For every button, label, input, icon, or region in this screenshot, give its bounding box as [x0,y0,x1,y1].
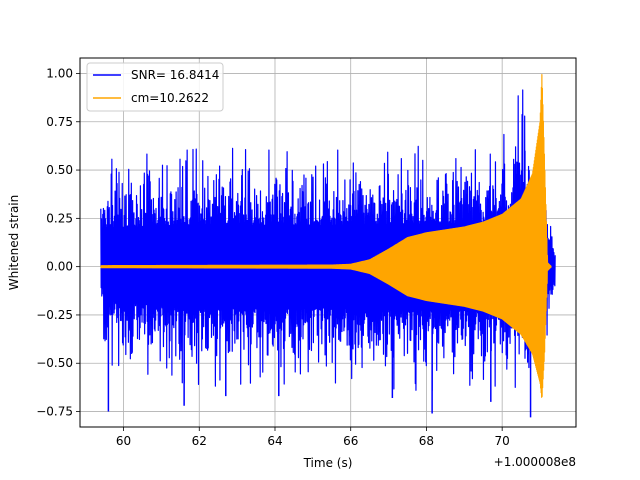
x-tick-label: 70 [495,434,510,448]
x-tick-label: 64 [267,434,282,448]
x-tick-label: 68 [419,434,434,448]
plot-frame [79,57,577,428]
y-axis-ticks: −0.75 −0.50 −0.25 0.00 0.25 0.50 0.75 1.00 [36,66,80,419]
x-tick-label: 62 [192,434,207,448]
y-tick-label: −0.75 [36,405,73,419]
series-cm-template [100,74,552,398]
y-axis-label: Whitened strain [7,195,21,291]
y-tick-label: 0.25 [46,211,73,225]
x-axis-ticks: 60 62 64 66 68 70 [116,427,510,448]
y-tick-label: 1.00 [46,66,73,80]
y-tick-label: 0.75 [46,115,73,129]
legend-label-snr: SNR= 16.8414 [131,68,219,82]
x-axis-label: Time (s) [303,456,353,470]
legend-label-cm: cm=10.2622 [131,91,209,105]
x-tick-label: 60 [116,434,131,448]
y-tick-label: 0.50 [46,163,73,177]
x-tick-label: 66 [343,434,358,448]
y-tick-label: 0.00 [46,260,73,274]
y-tick-label: −0.50 [36,356,73,370]
x-offset-label: +1.000008e8 [494,455,576,469]
series-layer [100,74,556,418]
legend: SNR= 16.8414 cm=10.2622 [86,62,224,112]
y-tick-label: −0.25 [36,308,73,322]
